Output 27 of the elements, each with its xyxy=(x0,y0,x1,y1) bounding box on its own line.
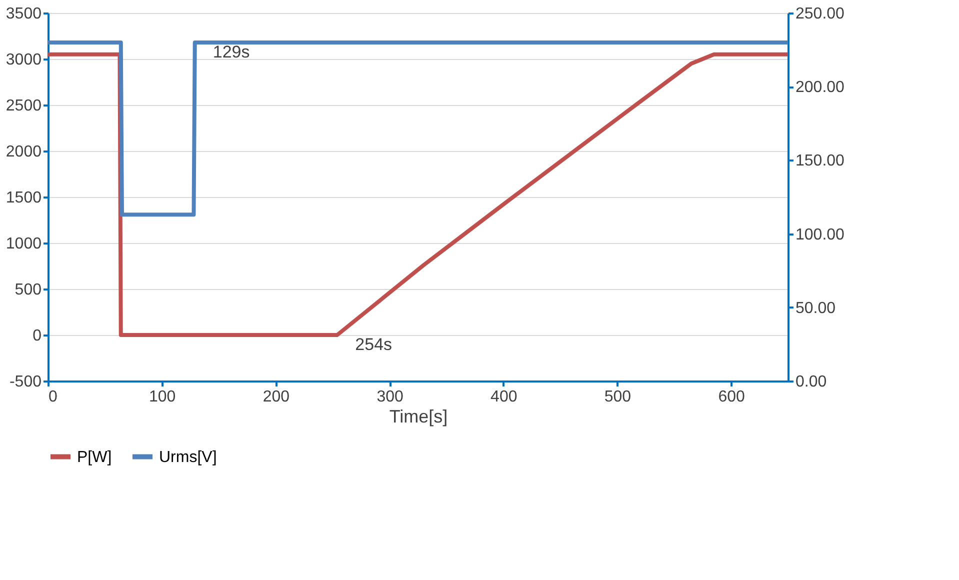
x-axis-title: Time[s] xyxy=(389,406,448,426)
y-tick-label: 2000 xyxy=(6,144,42,160)
x-tick-label: 400 xyxy=(490,388,518,406)
y-tick-label: 3000 xyxy=(6,52,42,68)
y-tick-label: 1000 xyxy=(6,236,42,252)
y-tick-label: 0 xyxy=(32,328,42,344)
x-tick-label: 200 xyxy=(262,388,290,406)
x-tick-label: 100 xyxy=(148,388,176,406)
legend-label: P[W] xyxy=(77,448,112,466)
x-tick-label: 500 xyxy=(604,388,632,406)
y2-tick-label: 200.00 xyxy=(796,79,845,96)
y-tick-label: 2500 xyxy=(6,98,42,114)
annotation: 254s xyxy=(355,335,392,354)
x-tick-label: 0 xyxy=(48,388,58,406)
y2-tick-label: 150.00 xyxy=(796,152,845,170)
y-tick-label: 500 xyxy=(14,282,42,298)
annotation: 129s xyxy=(212,42,250,62)
y-tick-label: 3500 xyxy=(6,6,42,22)
y2-tick-label: 50.00 xyxy=(796,300,836,317)
y-tick-label: 1500 xyxy=(6,190,42,206)
y2-tick-label: 0.00 xyxy=(796,374,827,390)
x-tick-label: 300 xyxy=(376,388,404,406)
y2-tick-label: 250.00 xyxy=(796,6,845,22)
y-tick-label: -500 xyxy=(9,374,42,390)
y2-tick-label: 100.00 xyxy=(796,226,845,244)
legend-label: Urms[V] xyxy=(159,448,217,466)
x-tick-label: 600 xyxy=(718,388,746,406)
